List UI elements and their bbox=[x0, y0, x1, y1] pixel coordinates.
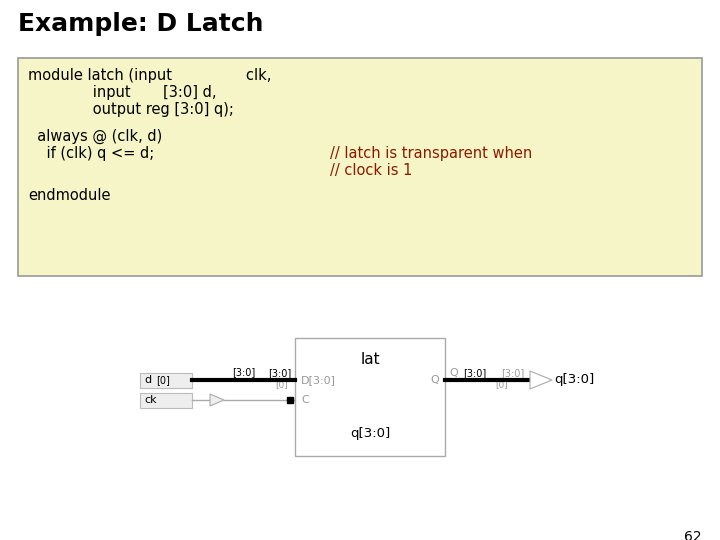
Text: always @ (clk, d): always @ (clk, d) bbox=[28, 129, 162, 144]
Text: Q: Q bbox=[431, 375, 439, 385]
Text: ck: ck bbox=[144, 395, 157, 405]
Text: [0]: [0] bbox=[495, 381, 508, 389]
Text: [3:0]: [3:0] bbox=[232, 367, 255, 377]
Bar bbox=[295, 338, 445, 456]
Text: if (clk) q <= d;: if (clk) q <= d; bbox=[28, 146, 154, 161]
Text: 62: 62 bbox=[685, 530, 702, 540]
Text: C: C bbox=[301, 395, 309, 405]
Bar bbox=[140, 393, 192, 408]
Text: output reg [3:0] q);: output reg [3:0] q); bbox=[28, 102, 234, 117]
Text: lat: lat bbox=[360, 352, 380, 367]
Text: q[3:0]: q[3:0] bbox=[554, 374, 594, 387]
Text: [3:0]: [3:0] bbox=[268, 368, 291, 378]
Text: [3:0]: [3:0] bbox=[500, 368, 524, 378]
Text: q[3:0]: q[3:0] bbox=[350, 428, 390, 441]
Text: module latch (input                clk,: module latch (input clk, bbox=[28, 68, 271, 83]
Polygon shape bbox=[210, 394, 224, 406]
Text: d: d bbox=[144, 375, 151, 385]
Text: input       [3:0] d,: input [3:0] d, bbox=[28, 85, 217, 100]
Text: [0]: [0] bbox=[275, 381, 288, 389]
Text: [0]: [0] bbox=[156, 375, 170, 385]
Text: [3:0]: [3:0] bbox=[463, 368, 486, 378]
Text: endmodule: endmodule bbox=[28, 188, 110, 203]
Text: D[3:0]: D[3:0] bbox=[301, 375, 336, 385]
Text: Example: D Latch: Example: D Latch bbox=[18, 12, 264, 36]
Polygon shape bbox=[530, 371, 552, 389]
Text: // latch is transparent when: // latch is transparent when bbox=[330, 146, 532, 161]
Bar bbox=[140, 373, 192, 388]
Text: Q: Q bbox=[449, 368, 458, 378]
Text: // clock is 1: // clock is 1 bbox=[330, 163, 413, 178]
Bar bbox=[18, 58, 702, 276]
